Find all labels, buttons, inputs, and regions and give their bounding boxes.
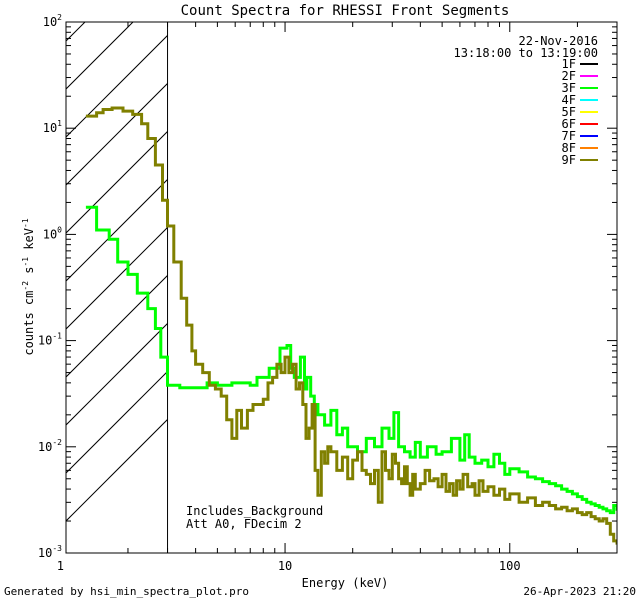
hatch-line	[66, 370, 168, 474]
y-tick-label: 10-3	[38, 544, 62, 560]
legend-label-7F: 7F	[562, 129, 576, 143]
x-tick-label: 10	[278, 559, 292, 573]
y-axis-label-seconds: s	[22, 267, 36, 281]
x-tick-label: 100	[499, 559, 521, 573]
hatch-line	[66, 322, 168, 426]
legend-label-3F: 3F	[562, 81, 576, 95]
hatch-line	[66, 22, 134, 90]
y-axis-label: counts cm-2 s-1 keV-1	[21, 218, 36, 355]
legend-label-8F: 8F	[562, 141, 576, 155]
time-range-label: 13:18:00 to 13:19:00	[454, 46, 599, 60]
y-axis-label-exp-3: -1	[21, 218, 30, 228]
legend-label-9F: 9F	[562, 153, 576, 167]
legend-label-5F: 5F	[562, 105, 576, 119]
x-tick-label: 1	[57, 559, 64, 573]
y-axis-label-exp-1: -2	[21, 281, 30, 291]
y-axis-label-kev: keV	[22, 228, 36, 257]
y-axis-label-main: counts cm	[22, 291, 36, 356]
y-tick-label: 101	[43, 119, 62, 135]
y-tick-label: 102	[43, 13, 62, 29]
legend-label-2F: 2F	[562, 69, 576, 83]
legend-label-6F: 6F	[562, 117, 576, 131]
legend-label-1F: 1F	[562, 57, 576, 71]
hatch-line	[66, 130, 168, 234]
y-axis-label-exp-2: -1	[21, 257, 30, 267]
y-tick-label: 100	[43, 225, 62, 241]
chart-title: Count Spectra for RHESSI Front Segments	[181, 3, 510, 19]
y-tick-label: 10-2	[38, 438, 62, 454]
footer-timestamp: 26-Apr-2023 21:20	[523, 585, 636, 598]
hatch-line	[66, 418, 168, 522]
hatch-line	[66, 226, 168, 330]
annotation-attenuator: Att A0, FDecim 2	[186, 517, 302, 531]
series-line-9F	[85, 106, 617, 545]
hatch-line	[66, 178, 168, 282]
shaded-region-hatching	[66, 22, 168, 522]
annotation-background: Includes_Background	[186, 504, 323, 518]
plot-frame	[65, 21, 618, 554]
hatch-line	[66, 22, 86, 42]
date-label: 22-Nov-2016	[519, 34, 598, 48]
y-tick-label: 10-1	[38, 332, 62, 348]
x-axis-label: Energy (keV)	[302, 576, 389, 590]
legend-label-4F: 4F	[562, 93, 576, 107]
footer-generated-by: Generated by hsi_min_spectra_plot.pro	[4, 585, 249, 598]
series-line-3F	[85, 205, 617, 515]
hatch-line	[66, 34, 168, 138]
hatch-line	[66, 82, 168, 186]
